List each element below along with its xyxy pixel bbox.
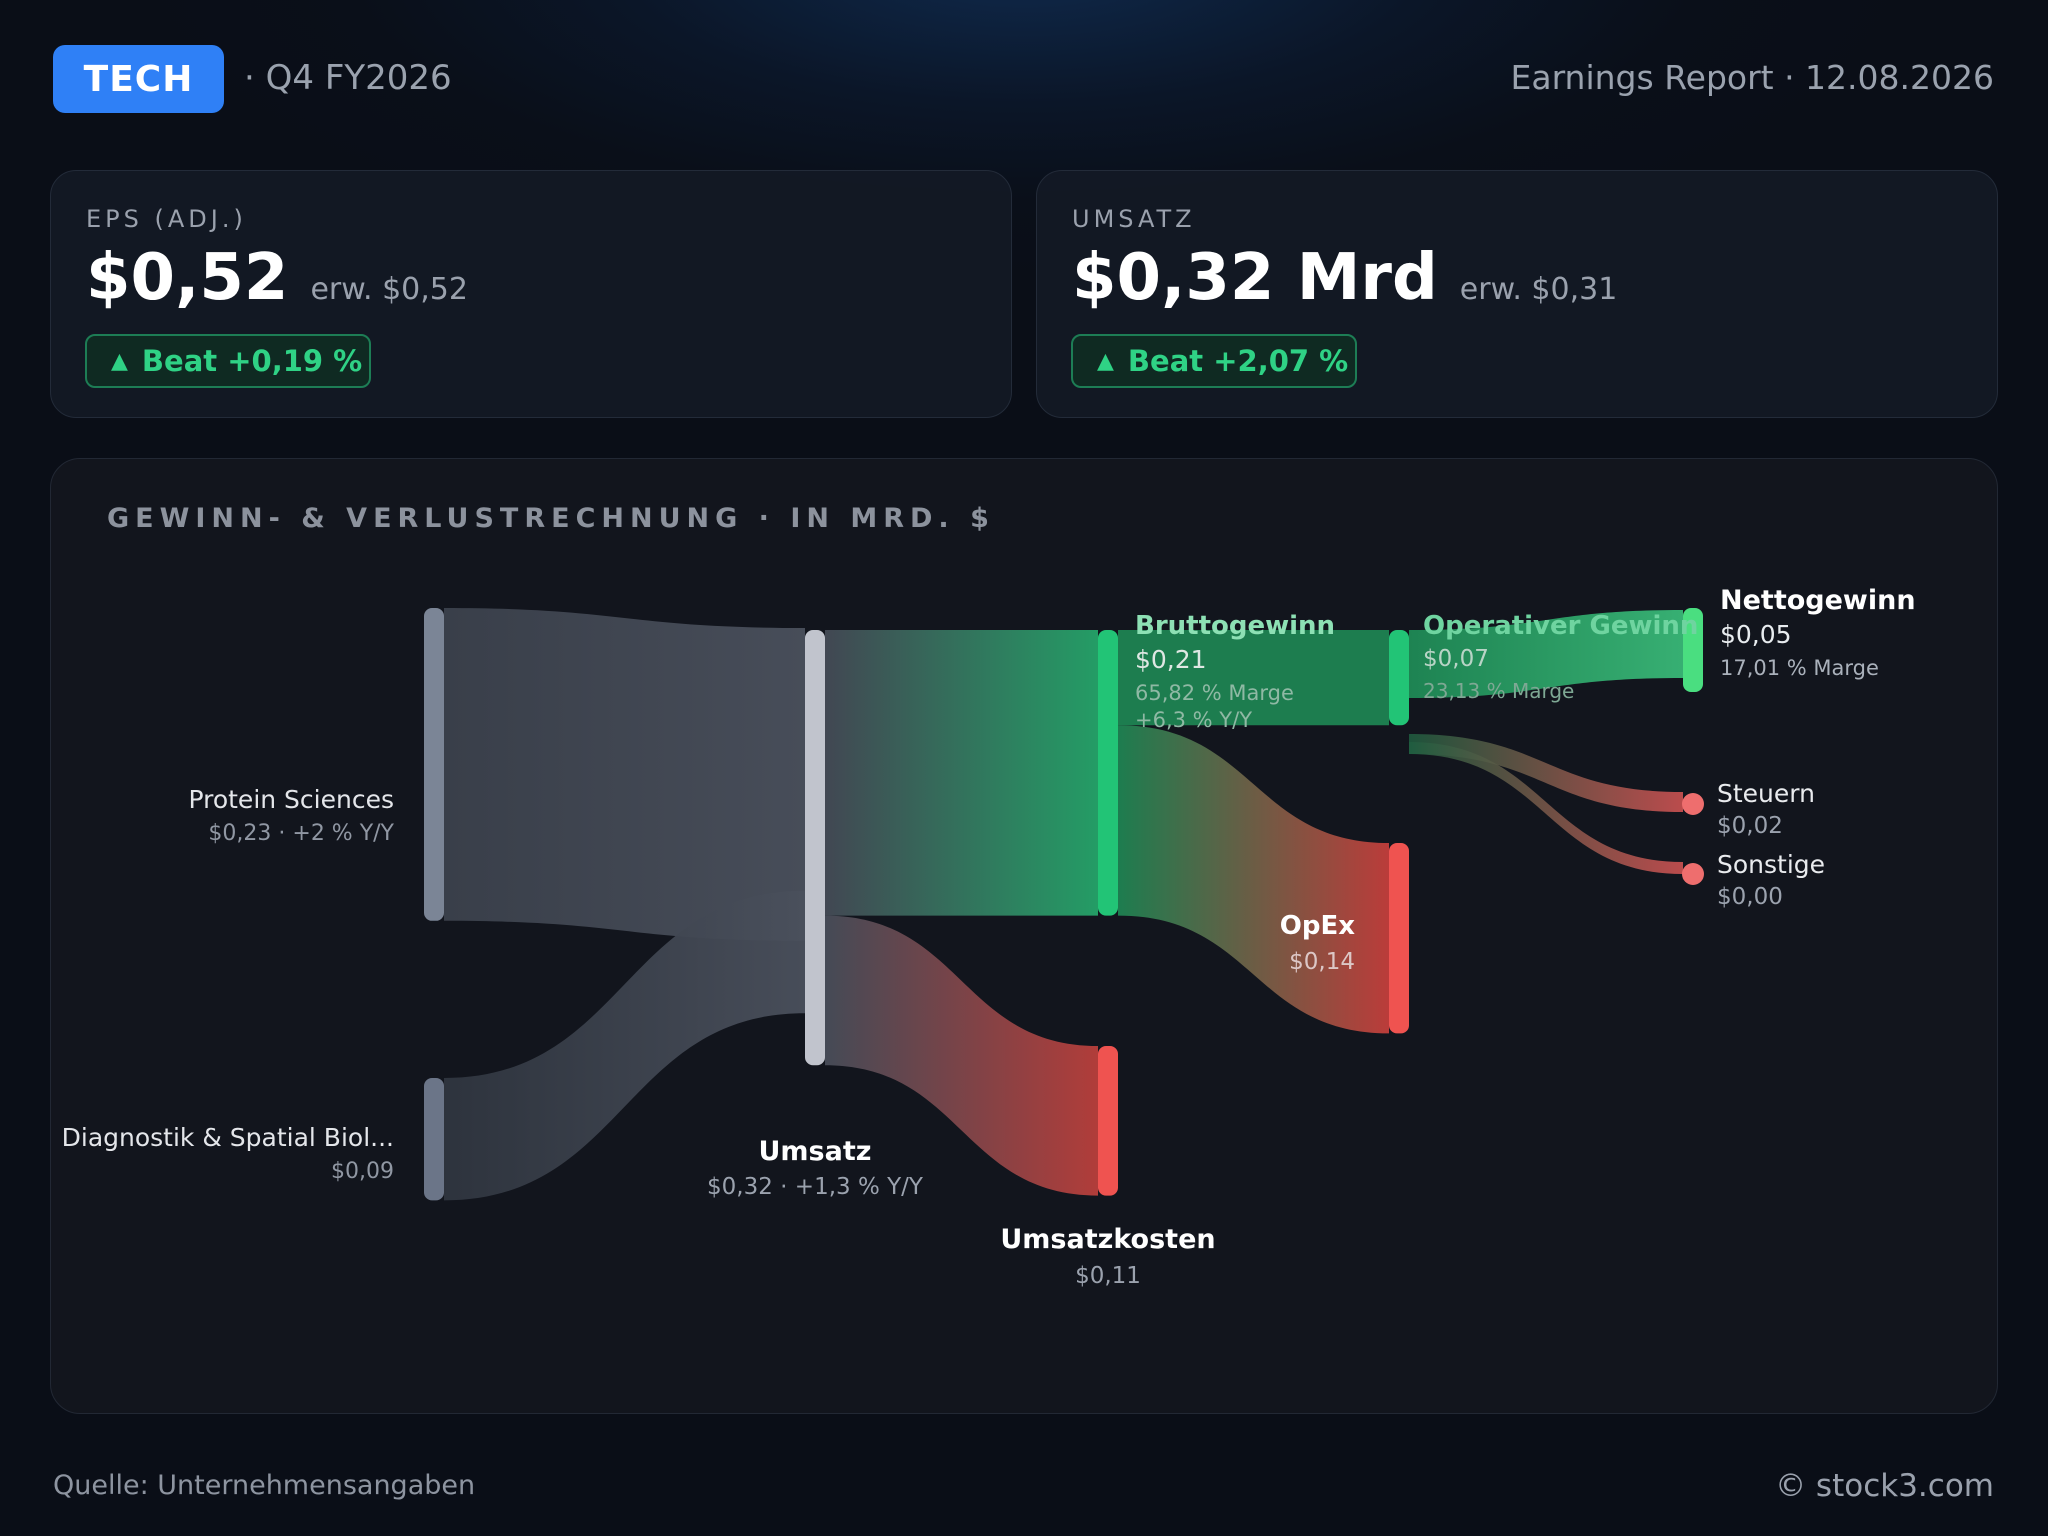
triangle-up-icon: ▲ [1097, 348, 1114, 374]
label-protein-name: Protein Sciences [188, 785, 394, 814]
label-opinc-note: 23,13 % Marge [1423, 679, 1574, 703]
eps-card: EPS (ADJ.) $0,52 erw. $0,52 ▲ Beat +0,19… [50, 170, 1012, 418]
revenue-beat-badge: ▲ Beat +2,07 % [1071, 334, 1357, 388]
revenue-card: UMSATZ $0,32 Mrd erw. $0,31 ▲ Beat +2,07… [1036, 170, 1998, 418]
revenue-value-row: $0,32 Mrd erw. $0,31 [1072, 241, 1617, 315]
node-other [1682, 863, 1704, 885]
label-net-note: 17,01 % Marge [1720, 656, 1879, 680]
node-tax [1682, 793, 1704, 815]
flow-gross-opinc [1118, 630, 1389, 726]
chart-title: GEWINN- & VERLUSTRECHNUNG · IN MRD. $ [107, 503, 995, 534]
triangle-up-icon: ▲ [111, 348, 128, 374]
node-net [1683, 608, 1703, 692]
node-diag [424, 1078, 444, 1201]
footer-source: Quelle: Unternehmensangaben [53, 1470, 476, 1501]
label-net-value: $0,05 [1720, 620, 1792, 649]
label-gross-note: +6,3 % Y/Y [1135, 708, 1252, 732]
eps-label: EPS (ADJ.) [86, 205, 247, 233]
eps-value-row: $0,52 erw. $0,52 [86, 241, 468, 315]
node-opinc [1389, 630, 1409, 726]
label-other-name: Sonstige [1717, 850, 1825, 879]
flow-protein-umsatz [444, 608, 805, 941]
label-opinc-name: Operativer Gewinn [1423, 611, 1698, 641]
label-cogs-value: $0,11 [1075, 1263, 1141, 1289]
label-tax-name: Steuern [1717, 779, 1815, 808]
label-opex-value: $0,14 [1289, 949, 1355, 975]
label-gross-note: 65,82 % Marge [1135, 681, 1294, 705]
report-date: Earnings Report · 12.08.2026 [1510, 58, 1995, 97]
node-cogs [1098, 1046, 1118, 1196]
footer-copyright: © stock3.com [1775, 1468, 1994, 1504]
label-gross-name: Bruttogewinn [1135, 611, 1335, 641]
fiscal-period: · Q4 FY2026 [244, 58, 452, 98]
label-tax-value: $0,02 [1717, 813, 1783, 839]
eps-beat-text: Beat +0,19 % [141, 344, 363, 378]
label-umsatz-name: Umsatz [759, 1136, 872, 1167]
eps-value: $0,52 [86, 241, 289, 315]
node-umsatz [805, 630, 825, 1066]
eps-beat-badge: ▲ Beat +0,19 % [85, 334, 371, 388]
label-net-name: Nettogewinn [1720, 585, 1916, 616]
flow-umsatz-cogs [825, 915, 1098, 1196]
node-gross [1098, 630, 1118, 916]
label-opinc-value: $0,07 [1423, 646, 1489, 672]
revenue-value: $0,32 Mrd [1072, 241, 1438, 315]
label-other-value: $0,00 [1717, 884, 1783, 910]
flow-umsatz-gross [825, 630, 1098, 916]
label-gross-value: $0,21 [1135, 645, 1207, 674]
label-umsatz-value: $0,32 · +1,3 % Y/Y [707, 1174, 924, 1200]
flow-opinc-net [1409, 610, 1683, 698]
revenue-label: UMSATZ [1072, 205, 1196, 233]
flow-opinc-other [1409, 742, 1683, 874]
node-opex [1389, 843, 1409, 1034]
flow-diag-umsatz [444, 890, 805, 1201]
flow-opinc-tax [1409, 734, 1683, 812]
eps-expected: erw. $0,52 [310, 272, 468, 307]
label-diag-name: Diagnostik & Spatial Biol... [62, 1123, 394, 1152]
label-protein-value: $0,23 · +2 % Y/Y [208, 821, 394, 846]
revenue-beat-text: Beat +2,07 % [1127, 344, 1349, 378]
label-cogs-name: Umsatzkosten [1000, 1224, 1215, 1255]
label-diag-value: $0,09 [331, 1159, 394, 1184]
revenue-expected: erw. $0,31 [1459, 272, 1618, 307]
node-protein [424, 608, 444, 921]
flow-gross-opex [1118, 725, 1389, 1034]
label-opex-name: OpEx [1280, 911, 1355, 941]
ticker-badge: TECH [53, 45, 224, 113]
